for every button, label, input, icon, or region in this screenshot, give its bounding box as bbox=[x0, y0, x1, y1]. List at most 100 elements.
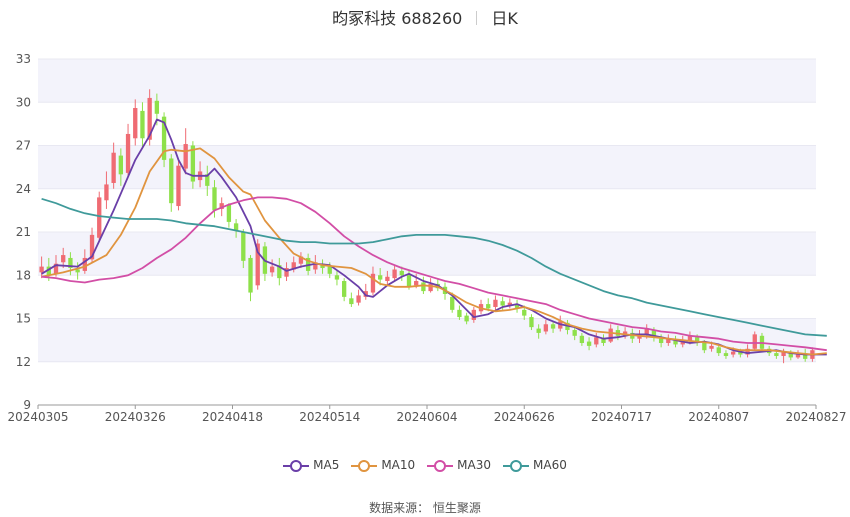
x-tick-label: 20240514 bbox=[299, 410, 360, 424]
candle-body bbox=[61, 255, 66, 263]
candle bbox=[298, 252, 304, 269]
candle-body bbox=[471, 309, 476, 320]
candle bbox=[536, 324, 541, 339]
legend-label: MA10 bbox=[381, 458, 416, 472]
candle bbox=[226, 203, 232, 228]
candle bbox=[133, 99, 138, 146]
y-tick-label: 21 bbox=[16, 225, 31, 239]
candle-body bbox=[385, 276, 390, 282]
candle bbox=[241, 229, 246, 269]
candle-body bbox=[673, 340, 678, 345]
candle-body bbox=[341, 281, 347, 297]
candle-body bbox=[82, 257, 87, 271]
candle-body bbox=[550, 324, 556, 329]
candle bbox=[723, 350, 729, 359]
candle-body bbox=[46, 266, 51, 276]
x-tick-label: 20240626 bbox=[494, 410, 555, 424]
candle-body bbox=[702, 343, 707, 351]
grid-band bbox=[38, 232, 816, 276]
candle-body bbox=[133, 108, 138, 139]
candle-body bbox=[183, 144, 188, 169]
candle-body bbox=[169, 158, 174, 204]
candle bbox=[161, 112, 167, 168]
candle-body bbox=[327, 266, 332, 274]
candle-body bbox=[378, 275, 383, 280]
candle bbox=[399, 266, 404, 282]
y-tick-label: 30 bbox=[16, 95, 31, 109]
candle bbox=[176, 158, 181, 211]
candle bbox=[543, 319, 549, 335]
candle-body bbox=[414, 281, 419, 286]
period-label: 日K bbox=[491, 9, 518, 28]
candle bbox=[586, 337, 592, 351]
candle bbox=[370, 266, 376, 296]
kline-chart: 9 12 15 18 21 24 27 30 33 20240305 20240326 202404… bbox=[7, 52, 846, 424]
candle-body bbox=[421, 282, 426, 292]
y-tick-label: 18 bbox=[16, 268, 31, 282]
candle-body bbox=[140, 110, 145, 139]
candle-body bbox=[795, 354, 801, 358]
candle-body bbox=[658, 338, 664, 344]
legend-item-ma10[interactable]: MA10 bbox=[351, 458, 415, 473]
legend-label: MA60 bbox=[533, 458, 567, 472]
candle-body bbox=[457, 309, 462, 318]
candle bbox=[169, 154, 174, 212]
candle bbox=[716, 344, 721, 356]
candle-body bbox=[313, 262, 318, 270]
candle bbox=[594, 332, 599, 348]
candle bbox=[550, 321, 556, 333]
candle-body bbox=[154, 100, 160, 114]
candle bbox=[673, 335, 678, 348]
candle-body bbox=[370, 273, 376, 293]
legend: MA5 MA10 MA30 MA60 bbox=[0, 458, 850, 473]
candle bbox=[363, 283, 368, 300]
candle bbox=[471, 306, 476, 323]
candle bbox=[269, 259, 275, 277]
candle bbox=[140, 102, 145, 149]
candle-body bbox=[428, 283, 433, 292]
candle-body bbox=[226, 204, 232, 222]
candle bbox=[334, 270, 340, 286]
y-tick-label: 9 bbox=[23, 398, 31, 412]
candle bbox=[277, 257, 282, 286]
stock-name: 昀冢科技 688260 bbox=[332, 9, 463, 28]
legend-item-ma5[interactable]: MA5 bbox=[283, 458, 339, 473]
legend-swatch-icon bbox=[351, 459, 378, 472]
candle-body bbox=[75, 269, 80, 273]
candle bbox=[666, 334, 671, 346]
legend-swatch-icon bbox=[427, 459, 454, 472]
candle-body bbox=[104, 184, 109, 201]
candle-body bbox=[687, 335, 693, 342]
candle bbox=[68, 252, 73, 276]
candle-body bbox=[803, 354, 808, 359]
candle bbox=[464, 312, 469, 325]
x-tick-label: 20240418 bbox=[202, 410, 263, 424]
y-tick-label: 27 bbox=[16, 139, 31, 153]
candle bbox=[356, 289, 361, 306]
candle-body bbox=[500, 301, 505, 306]
candle-body bbox=[594, 337, 599, 345]
candle-body bbox=[507, 302, 513, 306]
candle-body bbox=[752, 334, 757, 349]
legend-item-ma30[interactable]: MA30 bbox=[427, 458, 491, 473]
candle bbox=[341, 278, 347, 302]
candle-body bbox=[788, 353, 793, 358]
title-divider bbox=[476, 11, 478, 25]
candle-body bbox=[644, 328, 649, 335]
candle bbox=[248, 255, 253, 302]
candle-body bbox=[356, 295, 361, 303]
candle bbox=[255, 239, 260, 290]
candle-body bbox=[39, 266, 44, 273]
candle-body bbox=[298, 256, 304, 264]
candle bbox=[75, 262, 80, 280]
candle-body bbox=[493, 299, 498, 307]
candle-body bbox=[608, 328, 613, 342]
candle-body bbox=[579, 335, 585, 344]
candle-body bbox=[284, 268, 289, 277]
ma60-line bbox=[41, 197, 827, 337]
candle-body bbox=[269, 266, 275, 273]
legend-item-ma60[interactable]: MA60 bbox=[503, 458, 567, 473]
candle-body bbox=[738, 351, 743, 355]
candle-body bbox=[53, 263, 59, 274]
candle bbox=[205, 165, 210, 196]
